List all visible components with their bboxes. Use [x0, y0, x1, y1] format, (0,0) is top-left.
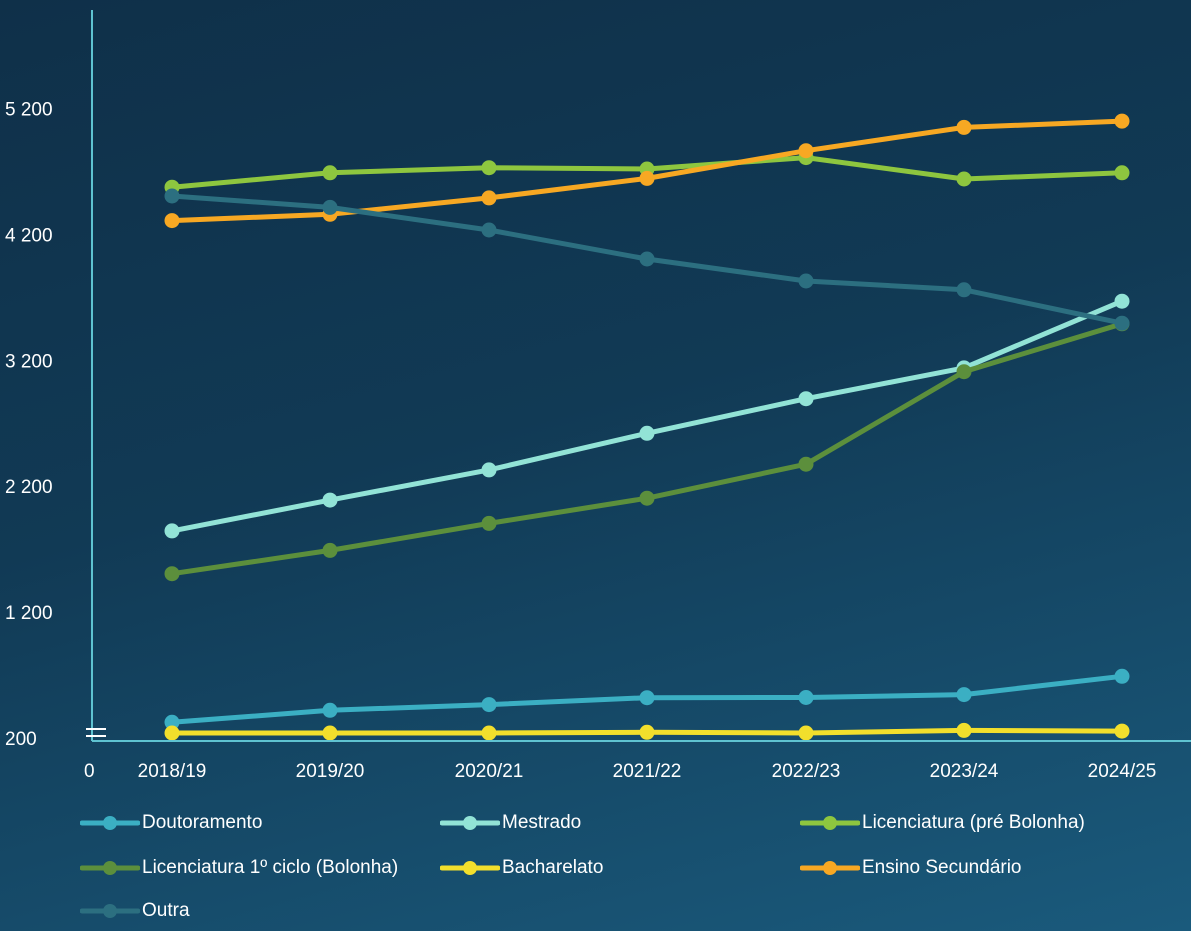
legend-item: Doutoramento [80, 812, 262, 834]
data-point [322, 725, 338, 741]
data-point [1114, 668, 1130, 684]
data-point [322, 199, 338, 215]
data-point [1114, 723, 1130, 739]
data-point [639, 690, 655, 706]
legend-label: Mestrado [502, 812, 582, 833]
line-chart: 200 1 200 2 200 3 200 4 200 5 200 2018/19 2019… [5, 10, 1191, 782]
data-point [956, 722, 972, 738]
x-tick-label: 2018/19 [138, 761, 207, 782]
data-point [639, 490, 655, 506]
data-point [481, 515, 497, 531]
legend-swatch [800, 861, 860, 875]
legend-swatch [80, 861, 140, 875]
y-tick-label: 4 200 [5, 225, 53, 246]
data-point [164, 725, 180, 741]
data-point [481, 462, 497, 478]
y-tick-label: 2 200 [5, 477, 53, 498]
legend-item: Ensino Secundário [800, 857, 1022, 879]
data-point [798, 725, 814, 741]
x-tick-label: 2022/23 [772, 761, 841, 782]
x-tick-label: 2020/21 [455, 761, 524, 782]
data-point [1114, 113, 1130, 129]
data-point [481, 697, 497, 713]
data-point [164, 523, 180, 539]
axis-break-icon [86, 728, 106, 737]
data-point [956, 364, 972, 380]
series-layer [164, 113, 1130, 741]
data-point [322, 492, 338, 508]
legend-label: Doutoramento [142, 812, 263, 833]
series-7 [164, 188, 1130, 331]
data-point [481, 160, 497, 176]
data-point [322, 165, 338, 181]
data-point [481, 725, 497, 741]
y-tick-label: 3 200 [5, 351, 53, 372]
x-tick-label: 2021/22 [613, 761, 682, 782]
legend-item: Bacharelato [440, 857, 603, 879]
data-point [956, 282, 972, 298]
y-origin-label: 0 [84, 761, 95, 782]
data-point [798, 690, 814, 705]
legend-swatch [80, 816, 140, 830]
y-tick-label: 200 [5, 729, 37, 750]
data-point [481, 222, 497, 238]
data-point [956, 119, 972, 135]
data-point [639, 170, 655, 186]
data-point [164, 566, 180, 582]
data-point [639, 724, 655, 740]
data-point [798, 391, 814, 407]
legend-item: Licenciatura 1º ciclo (Bolonha) [80, 857, 398, 879]
data-point [164, 714, 180, 730]
data-point [1114, 165, 1130, 181]
data-point [956, 687, 972, 703]
legend-swatch [800, 816, 860, 830]
legend-swatch [440, 816, 500, 830]
data-point [1114, 315, 1130, 331]
legend-item: Outra [80, 900, 190, 922]
series-5 [164, 722, 1130, 741]
x-tick-label: 2024/25 [1088, 761, 1157, 782]
data-point [639, 425, 655, 441]
legend-label: Ensino Secundário [862, 857, 1022, 878]
data-point [639, 251, 655, 267]
legend-label: Licenciatura 1º ciclo (Bolonha) [142, 857, 399, 878]
legend-label: Outra [142, 900, 190, 921]
data-point [798, 456, 814, 472]
legend-label: Bacharelato [502, 857, 604, 878]
x-tick-label: 2019/20 [296, 761, 365, 782]
legend-swatch [80, 904, 140, 918]
data-point [798, 273, 814, 289]
data-point [164, 188, 180, 204]
legend-item: Mestrado [440, 812, 581, 834]
y-tick-labels: 200 1 200 2 200 3 200 4 200 5 200 [5, 100, 53, 750]
series-4 [164, 316, 1130, 582]
legend-swatch [440, 861, 500, 875]
data-point [322, 542, 338, 558]
series-1 [164, 668, 1130, 730]
data-point [956, 171, 972, 187]
legend: Doutoramento Mestrado Licenciatura (pré Bo… [80, 812, 1180, 931]
data-point [164, 213, 180, 229]
x-tick-label: 2023/24 [930, 761, 999, 782]
x-tick-labels: 2018/19 2019/20 2020/21 2021/22 2022/23 2023/… [138, 761, 1157, 782]
y-tick-label: 1 200 [5, 603, 53, 624]
legend-label: Licenciatura (pré Bolonha) [862, 812, 1085, 833]
y-tick-label: 5 200 [5, 100, 53, 121]
data-point [322, 702, 338, 718]
data-point [1114, 293, 1130, 309]
data-point [798, 143, 814, 159]
legend-item: Licenciatura (pré Bolonha) [800, 812, 1085, 834]
data-point [481, 190, 497, 206]
